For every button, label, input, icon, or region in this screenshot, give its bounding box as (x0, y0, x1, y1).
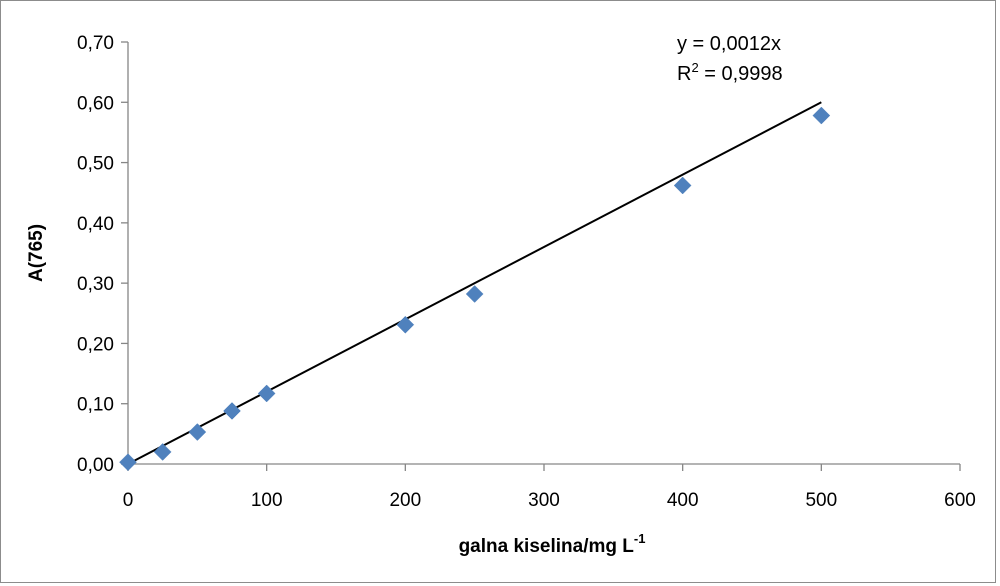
data-point (257, 384, 276, 403)
x-tick-label: 500 (805, 490, 837, 511)
x-tick-label: 400 (667, 490, 699, 511)
trendline-equation: y = 0,0012x (677, 33, 781, 55)
x-tick-label: 100 (251, 490, 283, 511)
axes (127, 42, 960, 465)
y-tick-label: 0,50 (77, 154, 114, 175)
data-point (396, 315, 415, 334)
data-point (223, 402, 241, 420)
data-points (119, 106, 831, 472)
x-tick-label: 0 (123, 490, 134, 511)
x-tick-label: 300 (528, 490, 560, 511)
x-axis-ticks: 0 100 200 300 400 500 600 (123, 464, 976, 511)
y-tick-label: 0,00 (77, 455, 114, 476)
trendline (127, 101, 822, 465)
r-squared-label: R2 = 0,9998 (677, 60, 783, 85)
data-point (673, 176, 692, 195)
data-point (119, 453, 137, 472)
y-tick-label: 0,30 (77, 274, 114, 295)
y-tick-label: 0,20 (77, 334, 114, 355)
x-axis-title-superscript: -1 (634, 531, 646, 546)
x-tick-label: 600 (944, 490, 976, 511)
x-axis-title-main: galna kiselina/mg L (459, 536, 635, 557)
data-point (812, 106, 831, 125)
data-point (188, 423, 207, 441)
y-axis-ticks: 0,00 0,10 0,20 0,30 0,40 0,50 0,60 0,70 (77, 33, 128, 476)
x-axis-title: galna kiselina/mg L-1 (459, 531, 646, 557)
y-tick-label: 0,60 (77, 93, 114, 114)
y-tick-label: 0,10 (77, 395, 114, 416)
y-tick-label: 0,40 (77, 214, 114, 235)
y-tick-label: 0,70 (77, 33, 114, 54)
data-point (153, 443, 172, 461)
x-tick-label: 200 (389, 490, 421, 511)
y-axis-title: A(765) (26, 224, 47, 282)
data-point (465, 285, 484, 303)
